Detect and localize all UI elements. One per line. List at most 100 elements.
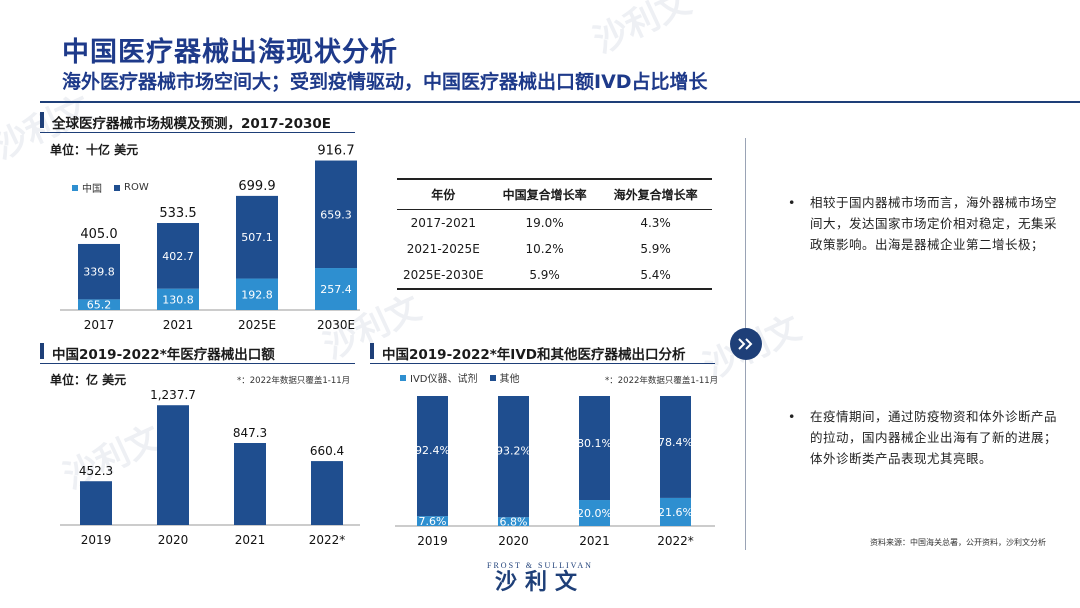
chart1-section-title: 全球医疗器械市场规模及预测，2017-2030E: [40, 112, 331, 132]
bar-row: [236, 195, 278, 279]
double-chevron-right-icon: [738, 338, 753, 350]
legend-label-ivd: IVD仪器、试剂: [410, 374, 478, 385]
legend-swatch-ivd: [400, 374, 406, 381]
total-label: 699.9: [238, 179, 275, 194]
table-cell: 2017-2021: [410, 216, 476, 230]
data-label: 660.4: [310, 444, 344, 458]
data-label-ivd: 7.6%: [419, 515, 447, 528]
ivd-share-chart: 7.6% 92.4% 2019 6.8% 93.2% 2020 20.0% 80.1% 2021…: [395, 396, 715, 548]
bar-other: [417, 396, 448, 517]
total-label: 533.5: [159, 206, 196, 221]
bar-ivd: [498, 517, 529, 526]
table-cell: 5.9%: [640, 242, 671, 256]
chart1-unit: 单位：十亿 美元: [50, 143, 139, 157]
x-tick-label: 2017: [84, 318, 115, 332]
page-title: 中国医疗器械出海现状分析: [62, 37, 398, 68]
data-label-other: 80.1%: [577, 437, 612, 450]
bullet-dot: •: [788, 409, 796, 424]
x-tick-label: 2021: [235, 533, 266, 547]
bar-other: [660, 396, 691, 498]
data-label-row: 402.7: [162, 250, 194, 263]
chart2-unit: 单位：亿 美元: [50, 373, 127, 387]
table-cell: 2021-2025E: [406, 242, 480, 256]
data-label-other: 92.4%: [415, 444, 450, 457]
total-label: 916.7: [317, 144, 354, 159]
data-label-ivd: 20.0%: [577, 507, 612, 520]
data-label-other: 78.4%: [658, 436, 693, 449]
x-tick-label: 2019: [417, 534, 448, 548]
x-tick-label: 2022*: [309, 533, 346, 547]
growth-rate-table-wrap: 年份 中国复合增长率 海外复合增长率 2017-2021 19.0% 4.3% …: [397, 178, 712, 290]
chart3-title-underline: [370, 363, 715, 364]
table-cell: 10.2%: [525, 242, 564, 256]
legend-label-other: 其他: [499, 374, 520, 385]
x-tick-label: 2021: [163, 318, 194, 332]
table-row: 2025E-2030E 5.9% 5.4%: [397, 262, 712, 290]
data-label-ivd: 6.8%: [500, 516, 528, 529]
x-tick-label: 2019: [81, 533, 112, 547]
chart3-title: 中国2019-2022*年IVD和其他医疗器械出口分析: [382, 347, 686, 363]
growth-rate-table: 年份 中国复合增长率 海外复合增长率 2017-2021 19.0% 4.3% …: [397, 178, 712, 290]
chart1-title-underline: [40, 132, 355, 133]
section-accent-bar: [40, 112, 44, 128]
chart1-title: 全球医疗器械市场规模及预测，2017-2030E: [52, 116, 331, 132]
legend-swatch-row: [114, 184, 120, 191]
table-row: 2021-2025E 10.2% 5.9%: [397, 236, 712, 262]
bullet-text-1: 相较于国内器械市场而言，海外器械市场空间大，发达国家市场定价相对稳定，无集采政策…: [810, 195, 1058, 252]
table-cell: 19.0%: [525, 216, 564, 230]
legend-swatch-china: [72, 184, 78, 191]
data-label-ivd: 21.6%: [658, 506, 693, 519]
table-header: 年份: [397, 178, 490, 210]
bar-china: [315, 268, 357, 310]
bar-china: [236, 278, 278, 310]
bar: [311, 461, 343, 525]
data-label-row: 659.3: [320, 208, 352, 221]
bullet-point-2: • 在疫情期间，通过防疫物资和体外诊断产品的拉动，国内器械企业出海有了新的进展；…: [788, 406, 1060, 469]
bar-row: [157, 223, 199, 289]
chart2-note: *：2022年数据只覆盖1-11月: [237, 376, 351, 386]
data-label-row: 339.8: [83, 266, 115, 279]
data-label: 1,237.7: [150, 388, 196, 402]
chart2-title-underline: [40, 363, 355, 364]
x-tick-label: 2020: [158, 533, 189, 547]
logo-chinese: 沙利文: [494, 570, 585, 595]
page-subtitle: 海外医疗器械市场空间大；受到疫情驱动，中国医疗器械出口额IVD占比增长: [62, 71, 708, 93]
bar-row: [78, 243, 120, 300]
table-cell: 4.3%: [640, 216, 671, 230]
watermark: 沙利文: [587, 0, 698, 62]
bar: [234, 443, 266, 525]
bar-other: [579, 396, 610, 501]
x-tick-label: 2020: [498, 534, 529, 548]
global-market-chart: 65.2 339.8 405.0 2017 130.8 402.7 533.5 2021 192…: [60, 144, 360, 332]
table-cell: 5.9%: [489, 262, 600, 290]
data-label: 847.3: [233, 426, 267, 440]
data-label-other: 93.2%: [496, 445, 531, 458]
bar: [80, 481, 112, 525]
section-accent-bar: [370, 343, 374, 359]
header-divider: [40, 101, 1080, 103]
x-tick-label: 2030E: [317, 318, 355, 332]
source-note: 资料来源：中国海关总署，公开资料，沙利文分析: [870, 538, 1046, 547]
bar-ivd: [417, 516, 448, 526]
data-label-row: 507.1: [241, 231, 273, 244]
x-tick-label: 2025E: [238, 318, 276, 332]
bar: [157, 405, 189, 525]
x-tick-label: 2022*: [657, 534, 694, 548]
bar-ivd: [660, 497, 691, 526]
data-label: 452.3: [79, 464, 113, 478]
chart1-legend: 中国 ROW: [72, 180, 149, 195]
bar-other: [498, 396, 529, 518]
chart3-section-title: 中国2019-2022*年IVD和其他医疗器械出口分析: [370, 343, 686, 363]
x-tick-label: 2021: [579, 534, 610, 548]
export-value-chart: 452.3 2019 1,237.7 2020 847.3 2021 660.4 2022*: [60, 388, 360, 547]
section-accent-bar: [40, 343, 44, 359]
table-header: 中国复合增长率: [489, 178, 600, 210]
data-label-china: 192.8: [241, 288, 273, 301]
table-cell: 2025E-2030E: [397, 262, 490, 290]
data-label-china: 130.8: [162, 293, 194, 306]
bullet-point-1: • 相较于国内器械市场而言，海外器械市场空间大，发达国家市场定价相对稳定，无集采…: [788, 192, 1060, 255]
chart3-note: *：2022年数据只覆盖1-11月: [605, 376, 719, 386]
chart2-title: 中国2019-2022*年医疗器械出口额: [52, 347, 275, 363]
arrow-circle: [730, 328, 762, 360]
chart2-section-title: 中国2019-2022*年医疗器械出口额: [40, 343, 275, 363]
